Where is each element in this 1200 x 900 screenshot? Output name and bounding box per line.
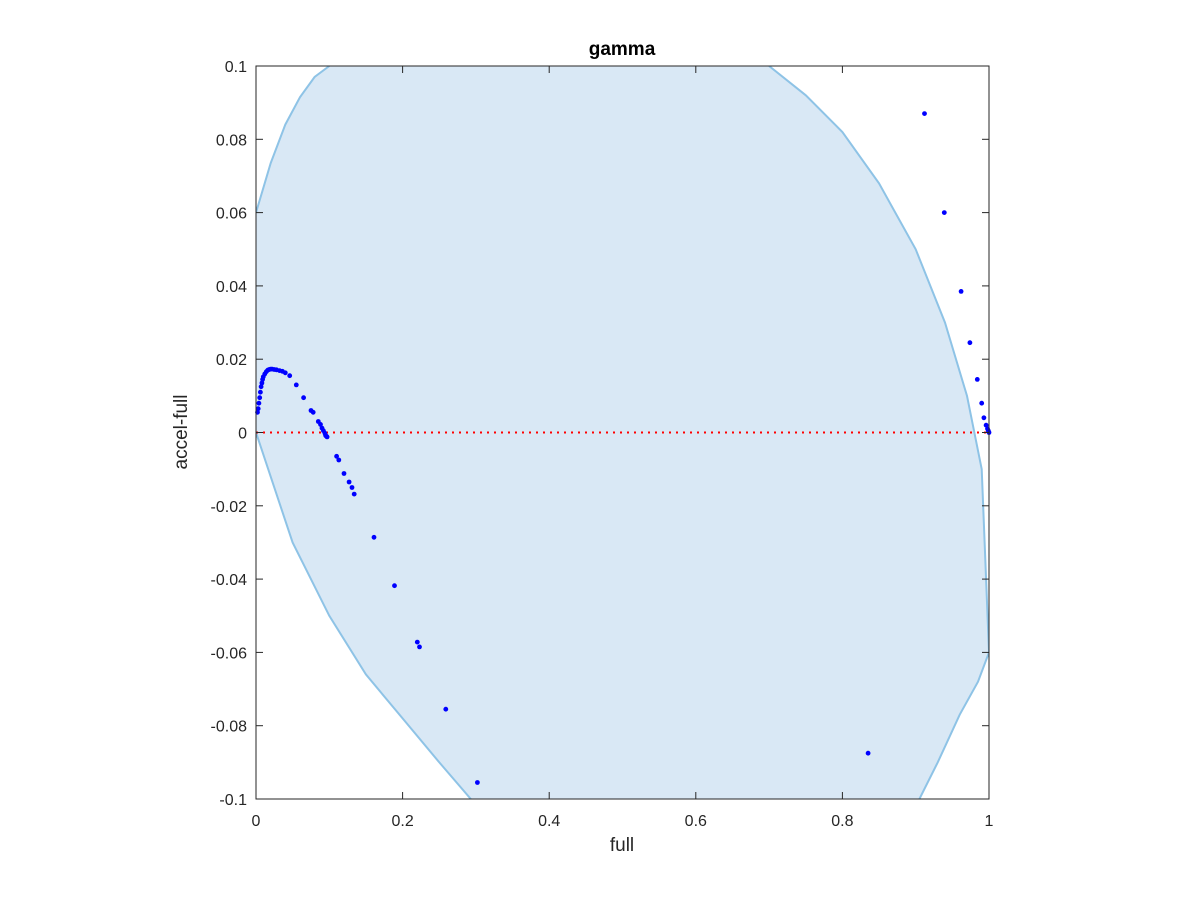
data-point (941, 210, 947, 216)
data-point (310, 409, 316, 415)
data-point (414, 639, 420, 645)
x-tick-label: 0.6 (685, 813, 707, 830)
data-point (255, 406, 261, 412)
data-point (258, 384, 264, 390)
region-upper-edge (256, 66, 330, 213)
data-point (341, 471, 347, 476)
y-tick-label: -0.08 (211, 719, 248, 736)
data-point (351, 491, 357, 497)
y-tick-label: -0.1 (219, 792, 247, 809)
data-point (983, 422, 989, 428)
y-tick-label: -0.02 (211, 499, 248, 516)
data-point (417, 644, 422, 650)
y-tick-label: -0.04 (211, 572, 248, 589)
chart-title: gamma (589, 39, 656, 60)
data-point (258, 389, 263, 395)
x-tick-label: 1 (985, 813, 994, 830)
data-point (349, 485, 355, 490)
y-tick-label: 0.02 (216, 352, 247, 369)
x-axis-label: full (610, 835, 634, 856)
data-point (301, 395, 306, 401)
x-tick-label: 0 (252, 813, 261, 830)
axis-ticks: 0 0.2 0.4 0.6 0.8 1 -0.1 -0.08 -0.06 -0.04 -0.02 0 0… (211, 59, 994, 830)
y-tick-label: -0.06 (211, 645, 248, 662)
data-point (371, 534, 377, 540)
y-tick-label: 0.1 (225, 59, 247, 76)
y-tick-label: 0.04 (216, 279, 247, 296)
region-fill (256, 66, 989, 799)
data-point (922, 111, 927, 116)
data-point (974, 377, 980, 382)
x-tick-label: 0.8 (831, 813, 853, 830)
data-point (293, 382, 299, 388)
shaded-region (256, 66, 989, 799)
data-point (318, 422, 323, 427)
x-tick-label: 0.4 (538, 813, 560, 830)
x-tick-label: 0.2 (391, 813, 413, 830)
y-tick-label: 0.08 (216, 132, 247, 149)
data-point (443, 706, 449, 712)
region-right-edge (768, 66, 989, 653)
data-point (334, 453, 339, 459)
region-bottom-right-edge (918, 652, 989, 799)
data-point (336, 457, 342, 463)
data-point (259, 380, 265, 386)
data-point (392, 583, 397, 589)
data-point (256, 400, 262, 406)
data-point (346, 479, 352, 485)
y-axis-label: accel-full (171, 395, 192, 470)
y-tick-label: 0 (238, 426, 247, 443)
data-point (958, 289, 964, 294)
data-point (257, 395, 263, 401)
data-point (979, 400, 985, 406)
data-point (324, 434, 330, 440)
region-lower-edge (256, 432, 472, 799)
y-tick-label: 0.06 (216, 206, 247, 223)
data-point (981, 415, 987, 421)
data-point (475, 780, 480, 785)
data-point (865, 750, 871, 756)
data-point (287, 373, 293, 379)
data-point (282, 370, 288, 376)
data-point (967, 340, 973, 346)
